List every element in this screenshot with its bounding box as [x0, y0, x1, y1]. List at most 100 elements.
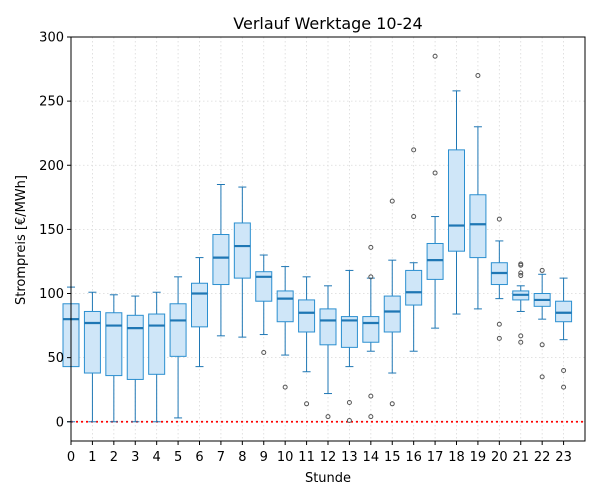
outlier-point — [539, 342, 545, 348]
box-iqr — [469, 194, 487, 259]
x-tick-label: 6 — [195, 450, 203, 465]
x-tick-label: 19 — [470, 450, 487, 465]
chart-title: Verlauf Werktage 10-24 — [233, 14, 422, 33]
outlier-point — [539, 267, 545, 273]
outlier-point — [561, 384, 567, 390]
box-hour-21 — [512, 261, 530, 345]
x-tick-label: 21 — [512, 450, 529, 465]
x-tick-label: 2 — [110, 450, 118, 465]
outlier-point — [261, 350, 267, 356]
box-iqr — [405, 269, 423, 306]
box-hour-14 — [362, 244, 380, 420]
box-iqr — [276, 290, 294, 323]
outlier-point — [389, 401, 395, 407]
box-iqr — [319, 308, 337, 346]
x-tick-label: 17 — [427, 450, 444, 465]
outlier-point — [496, 216, 502, 222]
outlier-point — [368, 244, 374, 250]
outlier-point — [432, 170, 438, 176]
y-tick-label: 250 — [39, 95, 64, 110]
x-tick-label: 12 — [320, 450, 337, 465]
box-iqr — [383, 295, 401, 333]
box-iqr — [105, 312, 123, 377]
box-iqr — [426, 242, 444, 280]
x-tick-label: 3 — [131, 450, 139, 465]
box-hour-2 — [105, 294, 123, 423]
outlier-point — [518, 339, 524, 345]
x-tick-label: 22 — [534, 450, 551, 465]
box-iqr — [148, 313, 166, 375]
outlier-point — [518, 333, 524, 339]
outlier-point — [561, 367, 567, 373]
box-iqr — [340, 316, 358, 348]
outlier-point — [496, 321, 502, 327]
box-hour-17 — [426, 53, 444, 329]
box-hour-22 — [533, 267, 551, 380]
box-iqr — [191, 282, 208, 328]
box-iqr — [83, 310, 101, 374]
x-tick-label: 9 — [260, 450, 268, 465]
box-hour-12 — [319, 285, 337, 420]
y-tick-label: 50 — [47, 351, 64, 366]
box-iqr — [233, 222, 251, 279]
outlier-point — [304, 401, 310, 407]
outlier-point — [325, 414, 331, 420]
y-tick-label: 150 — [39, 223, 64, 238]
y-tick-label: 300 — [39, 31, 64, 46]
box-iqr — [255, 271, 273, 302]
x-tick-label: 18 — [448, 450, 465, 465]
x-tick-label: 8 — [238, 450, 246, 465]
box-hour-23 — [555, 277, 573, 390]
box-hour-16 — [405, 147, 423, 352]
box-hour-15 — [383, 198, 401, 407]
box-hour-9 — [255, 254, 273, 356]
x-tick-label: 10 — [277, 450, 294, 465]
outlier-point — [368, 393, 374, 399]
x-tick-label: 4 — [153, 450, 161, 465]
box-hour-13 — [340, 269, 358, 423]
outlier-point — [368, 274, 374, 280]
box-iqr — [298, 299, 316, 333]
box-iqr — [126, 314, 144, 380]
y-axis-title: Strompreis [€/MWh] — [14, 175, 29, 305]
boxes-group — [62, 53, 573, 423]
outlier-point — [389, 198, 395, 204]
box-hour-18 — [448, 90, 465, 315]
box-hour-20 — [490, 216, 508, 341]
box-hour-5 — [169, 276, 187, 419]
x-tick-label: 11 — [298, 450, 315, 465]
y-tick-label: 0 — [56, 415, 64, 430]
x-tick-label: 20 — [491, 450, 508, 465]
box-hour-1 — [83, 291, 101, 423]
outlier-point — [411, 147, 417, 153]
box-hour-4 — [148, 291, 166, 423]
outlier-point — [496, 335, 502, 341]
x-axis-title: Stunde — [305, 471, 351, 486]
outlier-point — [411, 214, 417, 220]
x-tick-label: 15 — [384, 450, 401, 465]
outlier-point — [539, 374, 545, 380]
box-hour-19 — [469, 72, 487, 310]
x-tick-label: 14 — [363, 450, 380, 465]
box-hour-3 — [126, 295, 144, 423]
box-iqr — [555, 300, 573, 323]
outlier-point — [368, 414, 374, 420]
x-tick-label: 13 — [341, 450, 358, 465]
x-tick-label: 7 — [217, 450, 225, 465]
box-hour-11 — [298, 276, 316, 407]
outlier-point — [282, 384, 288, 390]
box-hour-6 — [191, 257, 208, 368]
box-hour-8 — [233, 186, 251, 338]
y-tick-label: 200 — [39, 159, 64, 174]
box-iqr — [362, 316, 380, 343]
outlier-point — [346, 417, 352, 423]
box-hour-10 — [276, 266, 294, 390]
x-tick-label: 0 — [67, 450, 75, 465]
x-tick-label: 23 — [555, 450, 572, 465]
x-tick-label: 5 — [174, 450, 182, 465]
outlier-point — [518, 270, 524, 276]
box-iqr — [169, 303, 187, 357]
box-iqr — [212, 234, 230, 286]
outlier-point — [432, 53, 438, 59]
